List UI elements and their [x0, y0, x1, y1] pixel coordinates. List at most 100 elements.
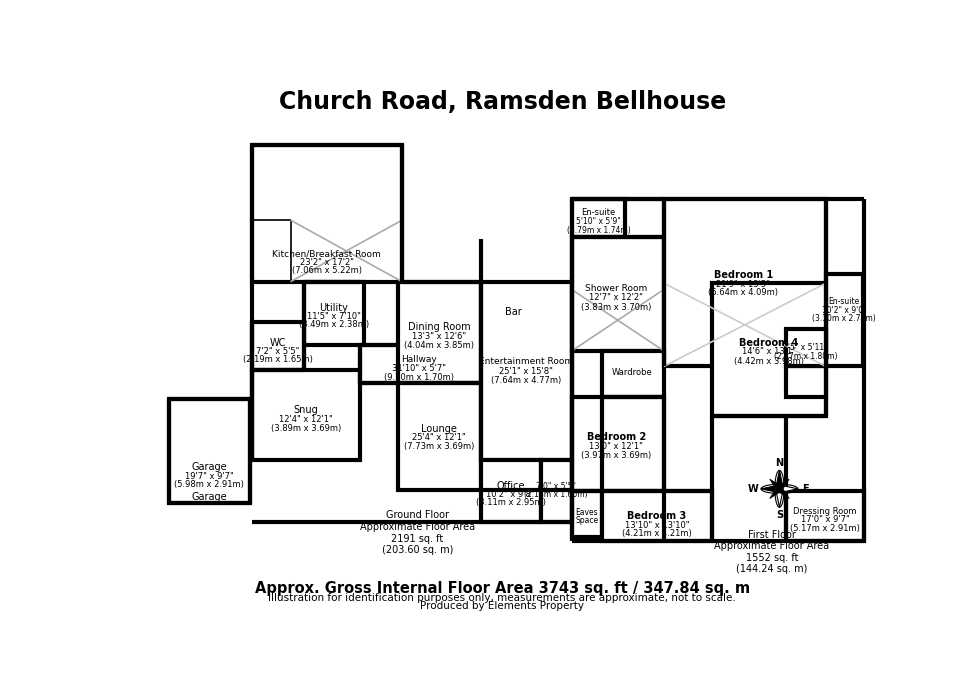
Polygon shape [779, 485, 798, 493]
Text: Entertainment Room: Entertainment Room [479, 357, 573, 366]
Text: (4.04m x 3.85m): (4.04m x 3.85m) [404, 341, 474, 350]
Text: Bedroom 2: Bedroom 2 [587, 432, 646, 442]
Bar [664, 199, 826, 366]
Bar [252, 370, 360, 460]
Text: Illustration for identification purposes only, measurements are approximate, not: Illustration for identification purposes… [269, 593, 736, 603]
Text: (7.73m x 3.69m): (7.73m x 3.69m) [404, 442, 474, 451]
Text: 13'0" x 12'1": 13'0" x 12'1" [589, 442, 643, 451]
Text: Garage: Garage [191, 462, 226, 472]
Text: Office: Office [497, 481, 525, 491]
Bar [398, 383, 480, 490]
Bar [786, 491, 864, 541]
Bar [786, 366, 825, 397]
Bar [252, 322, 305, 370]
Text: Utility: Utility [319, 303, 348, 313]
Text: 17'0" x 9'7": 17'0" x 9'7" [801, 515, 850, 524]
Polygon shape [777, 479, 789, 491]
Text: 25'1" x 15'8": 25'1" x 15'8" [499, 367, 553, 376]
Polygon shape [761, 485, 779, 493]
Text: Bedroom 4: Bedroom 4 [739, 338, 799, 347]
Bar [481, 282, 571, 460]
Text: 7'5" x 5'11": 7'5" x 5'11" [783, 343, 828, 352]
Text: (3.49m x 2.38m): (3.49m x 2.38m) [299, 320, 368, 329]
Text: (7.64m x 4.77m): (7.64m x 4.77m) [491, 376, 562, 385]
Bar [602, 351, 664, 397]
Text: 10'2" x 9'8": 10'2" x 9'8" [486, 490, 535, 499]
Bar [169, 399, 250, 502]
Text: 31'10" x 5'7": 31'10" x 5'7" [392, 364, 446, 373]
Bar [541, 460, 571, 522]
Text: N: N [775, 457, 784, 468]
Bar [398, 282, 480, 383]
Bar [305, 282, 364, 345]
Text: (3.97m x 3.69m): (3.97m x 3.69m) [581, 451, 652, 460]
Text: Bedroom 3: Bedroom 3 [627, 511, 687, 521]
Text: (2.19m x 1.65m): (2.19m x 1.65m) [243, 355, 314, 364]
Bar [603, 491, 711, 541]
Text: (4.42m x 3.98m): (4.42m x 3.98m) [734, 356, 804, 365]
Text: 19'7" x 9'7": 19'7" x 9'7" [184, 472, 233, 481]
Bar [571, 491, 603, 538]
Polygon shape [777, 486, 789, 499]
Text: Approx. Gross Internal Floor Area 3743 sq. ft / 347.84 sq. m: Approx. Gross Internal Floor Area 3743 s… [255, 581, 750, 597]
Text: 14'6" x 13'1": 14'6" x 13'1" [742, 347, 796, 356]
Text: 12'7" x 12'2": 12'7" x 12'2" [589, 293, 643, 302]
Text: 13'10" x 13'10": 13'10" x 13'10" [625, 520, 689, 529]
Ellipse shape [833, 278, 856, 289]
Text: Bar: Bar [506, 307, 522, 317]
Bar [571, 199, 625, 237]
Text: Dining Room: Dining Room [408, 322, 470, 332]
Text: (6.64m x 4.09m): (6.64m x 4.09m) [709, 288, 778, 297]
Text: 25'4" x 12'1": 25'4" x 12'1" [413, 432, 466, 441]
Text: S: S [776, 510, 783, 520]
Text: Garage: Garage [191, 491, 226, 502]
Bar [786, 329, 825, 366]
Bar [826, 274, 862, 366]
Text: En-suite: En-suite [828, 298, 859, 307]
Text: 7'2" x 5'5": 7'2" x 5'5" [257, 347, 300, 356]
Bar [711, 283, 826, 416]
Text: (2.27m x 1.80m): (2.27m x 1.80m) [774, 352, 837, 361]
Text: 7'0" x 5'5": 7'0" x 5'5" [536, 482, 576, 491]
Text: Wardrobe: Wardrobe [612, 368, 653, 377]
Text: W: W [748, 484, 759, 494]
Text: 23'2" x 17'2": 23'2" x 17'2" [300, 258, 354, 267]
Text: WC: WC [270, 338, 286, 347]
Text: 13'3" x 12'6": 13'3" x 12'6" [412, 332, 466, 341]
Text: (1.79m x 1.74m): (1.79m x 1.74m) [566, 226, 630, 235]
Polygon shape [769, 486, 782, 499]
Text: 5'10" x 5'9": 5'10" x 5'9" [576, 217, 621, 226]
Text: En-suite: En-suite [581, 208, 615, 217]
Circle shape [777, 486, 782, 491]
Text: Produced by Elements Property: Produced by Elements Property [420, 601, 584, 611]
Text: Ground Floor
Approximate Floor Area
2191 sq. ft
(203.60 sq. m): Ground Floor Approximate Floor Area 2191… [360, 510, 475, 555]
Text: (3.89m x 3.69m): (3.89m x 3.69m) [270, 424, 341, 432]
Text: 11'5" x 7'10": 11'5" x 7'10" [307, 312, 361, 321]
Text: (5.98m x 2.91m): (5.98m x 2.91m) [173, 480, 244, 489]
Text: Eaves: Eaves [575, 508, 598, 517]
Text: (3.11m x 2.95m): (3.11m x 2.95m) [475, 498, 546, 507]
Text: Snug: Snug [294, 406, 318, 415]
Text: (3.10m x 2.74m): (3.10m x 2.74m) [812, 314, 876, 323]
Text: (7.06m x 5.22m): (7.06m x 5.22m) [292, 266, 362, 275]
Text: First Floor
Approximate Floor Area
1552 sq. ft
(144.24 sq. m): First Floor Approximate Floor Area 1552 … [714, 529, 829, 574]
Text: 12'4" x 12'1": 12'4" x 12'1" [279, 415, 333, 424]
Bar [252, 145, 402, 282]
Bar [571, 397, 664, 491]
Text: E: E [803, 484, 808, 494]
Text: (5.17m x 2.91m): (5.17m x 2.91m) [790, 524, 859, 533]
Text: (3.83m x 3.70m): (3.83m x 3.70m) [581, 302, 652, 311]
Text: Kitchen/Breakfast Room: Kitchen/Breakfast Room [272, 250, 381, 259]
Polygon shape [775, 489, 783, 507]
Text: Hallway: Hallway [401, 355, 437, 364]
Bar [571, 237, 664, 351]
Bar [481, 460, 541, 522]
Text: (9.70m x 1.70m): (9.70m x 1.70m) [384, 373, 454, 382]
Bar [360, 345, 479, 383]
Text: (2.14m x 1.66m): (2.14m x 1.66m) [524, 491, 588, 500]
Text: (4.21m x 4.21m): (4.21m x 4.21m) [622, 529, 692, 538]
Text: Bedroom 1: Bedroom 1 [713, 270, 773, 280]
Text: Church Road, Ramsden Bellhouse: Church Road, Ramsden Bellhouse [278, 89, 726, 113]
Text: 10'2" x 9'0": 10'2" x 9'0" [822, 306, 866, 315]
Text: Space: Space [575, 516, 599, 525]
